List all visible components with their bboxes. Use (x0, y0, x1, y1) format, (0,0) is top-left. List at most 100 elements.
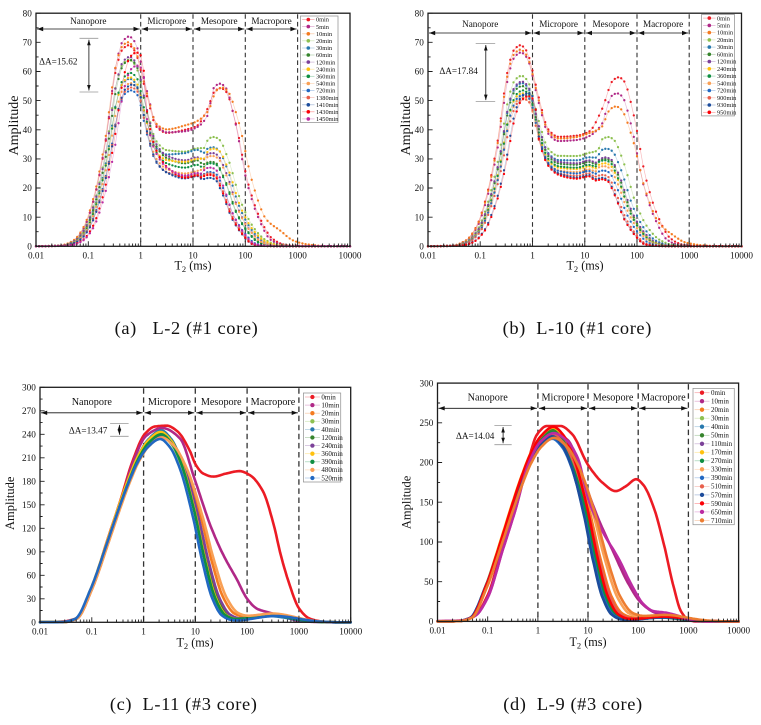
svg-text:100: 100 (420, 537, 434, 547)
svg-text:120min: 120min (717, 59, 737, 66)
svg-text:Nanopore: Nanopore (462, 19, 498, 29)
svg-text:1000: 1000 (679, 626, 698, 636)
svg-text:80: 80 (415, 8, 425, 18)
svg-text:0: 0 (429, 617, 434, 627)
svg-text:60min: 60min (316, 52, 333, 59)
svg-text:300: 300 (420, 378, 434, 388)
svg-text:590min: 590min (711, 500, 733, 508)
svg-text:1: 1 (141, 627, 146, 637)
svg-text:ΔA=13.47: ΔA=13.47 (69, 426, 108, 436)
svg-text:5min: 5min (717, 23, 731, 30)
svg-text:50min: 50min (711, 432, 729, 440)
svg-text:T2 (ms): T2 (ms) (566, 259, 603, 275)
svg-text:240min: 240min (717, 66, 737, 73)
svg-text:360min: 360min (316, 74, 336, 81)
svg-text:10000: 10000 (339, 627, 362, 637)
svg-text:Macropore: Macropore (251, 16, 291, 26)
svg-text:20min: 20min (321, 410, 339, 418)
svg-text:40: 40 (415, 125, 425, 135)
svg-text:520min: 520min (321, 474, 343, 482)
svg-text:270min: 270min (711, 457, 733, 465)
svg-text:Macropore: Macropore (641, 393, 686, 404)
svg-text:1450min: 1450min (316, 116, 339, 123)
svg-text:Micropore: Micropore (542, 393, 585, 404)
svg-text:10: 10 (583, 626, 593, 636)
svg-text:1000: 1000 (680, 251, 699, 261)
svg-text:40: 40 (23, 125, 33, 135)
svg-text:Macropore: Macropore (251, 397, 296, 408)
svg-text:10min: 10min (321, 402, 339, 410)
svg-text:150: 150 (420, 497, 434, 507)
svg-text:100: 100 (240, 627, 254, 637)
svg-text:0.01: 0.01 (429, 626, 445, 636)
svg-text:30min: 30min (717, 44, 734, 51)
svg-text:20: 20 (23, 183, 33, 193)
svg-text:20min: 20min (711, 406, 729, 414)
svg-text:10000: 10000 (727, 626, 750, 636)
svg-text:0.1: 0.1 (474, 251, 486, 261)
svg-text:210: 210 (22, 453, 36, 463)
svg-text:T2 (ms): T2 (ms) (569, 635, 606, 651)
svg-text:Mesopore: Mesopore (201, 16, 238, 26)
svg-text:20min: 20min (316, 38, 333, 45)
svg-text:1: 1 (138, 251, 143, 261)
svg-text:(c) L-11 (#3 core): (c) L-11 (#3 core) (110, 694, 258, 715)
svg-text:0: 0 (419, 242, 424, 252)
svg-text:30min: 30min (711, 415, 729, 423)
svg-text:120: 120 (22, 524, 36, 534)
svg-text:300: 300 (22, 383, 36, 393)
svg-text:(d) L-9 (#3 core): (d) L-9 (#3 core) (503, 694, 642, 715)
svg-text:0min: 0min (717, 15, 731, 22)
svg-text:Micropore: Micropore (147, 16, 186, 26)
svg-text:20min: 20min (717, 37, 734, 44)
svg-text:180: 180 (22, 477, 36, 487)
svg-text:710min: 710min (711, 517, 733, 525)
svg-text:120min: 120min (316, 59, 336, 66)
svg-text:10: 10 (580, 251, 590, 261)
svg-text:(a) L-2 (#1 core): (a) L-2 (#1 core) (115, 318, 259, 339)
svg-text:360min: 360min (717, 73, 737, 80)
svg-text:240: 240 (22, 430, 36, 440)
svg-text:1380min: 1380min (316, 95, 339, 102)
svg-text:20: 20 (415, 183, 425, 193)
svg-text:0.1: 0.1 (86, 627, 98, 637)
svg-text:100: 100 (238, 251, 252, 261)
svg-text:0.1: 0.1 (83, 251, 95, 261)
svg-text:10: 10 (23, 212, 33, 222)
svg-text:10: 10 (415, 212, 425, 222)
svg-text:90: 90 (27, 547, 37, 557)
svg-text:ΔA=17.84: ΔA=17.84 (439, 66, 478, 76)
svg-text:900min: 900min (717, 95, 737, 102)
svg-text:930min: 930min (717, 102, 737, 109)
svg-text:950min: 950min (717, 109, 737, 116)
svg-text:60: 60 (23, 67, 33, 77)
svg-text:50: 50 (415, 96, 425, 106)
svg-text:40min: 40min (321, 426, 339, 434)
svg-text:Amplitude: Amplitude (7, 96, 22, 156)
svg-text:T2 (ms): T2 (ms) (176, 635, 213, 651)
svg-text:30: 30 (27, 594, 37, 604)
svg-text:10: 10 (188, 251, 198, 261)
svg-text:510min: 510min (711, 483, 733, 491)
svg-text:80: 80 (23, 8, 33, 18)
svg-text:480min: 480min (321, 466, 343, 474)
svg-text:570min: 570min (711, 491, 733, 499)
svg-text:ΔA=14.04: ΔA=14.04 (456, 431, 495, 441)
svg-text:10: 10 (191, 627, 201, 637)
svg-text:Amplitude: Amplitude (400, 475, 414, 529)
svg-text:0.01: 0.01 (420, 251, 436, 261)
svg-text:Micropore: Micropore (539, 19, 578, 29)
svg-text:720min: 720min (717, 88, 737, 95)
svg-text:T2 (ms): T2 (ms) (174, 259, 211, 275)
svg-text:10000: 10000 (339, 251, 362, 261)
svg-text:(b) L-10 (#1 core): (b) L-10 (#1 core) (503, 318, 652, 339)
svg-text:650min: 650min (711, 508, 733, 516)
svg-text:270: 270 (22, 406, 36, 416)
svg-text:10min: 10min (717, 30, 734, 37)
svg-text:Macropore: Macropore (643, 19, 683, 29)
svg-text:30: 30 (415, 154, 425, 164)
svg-text:ΔA=15.62: ΔA=15.62 (39, 57, 78, 67)
svg-text:1: 1 (536, 626, 541, 636)
svg-text:110min: 110min (711, 440, 733, 448)
svg-text:60min: 60min (717, 52, 734, 59)
